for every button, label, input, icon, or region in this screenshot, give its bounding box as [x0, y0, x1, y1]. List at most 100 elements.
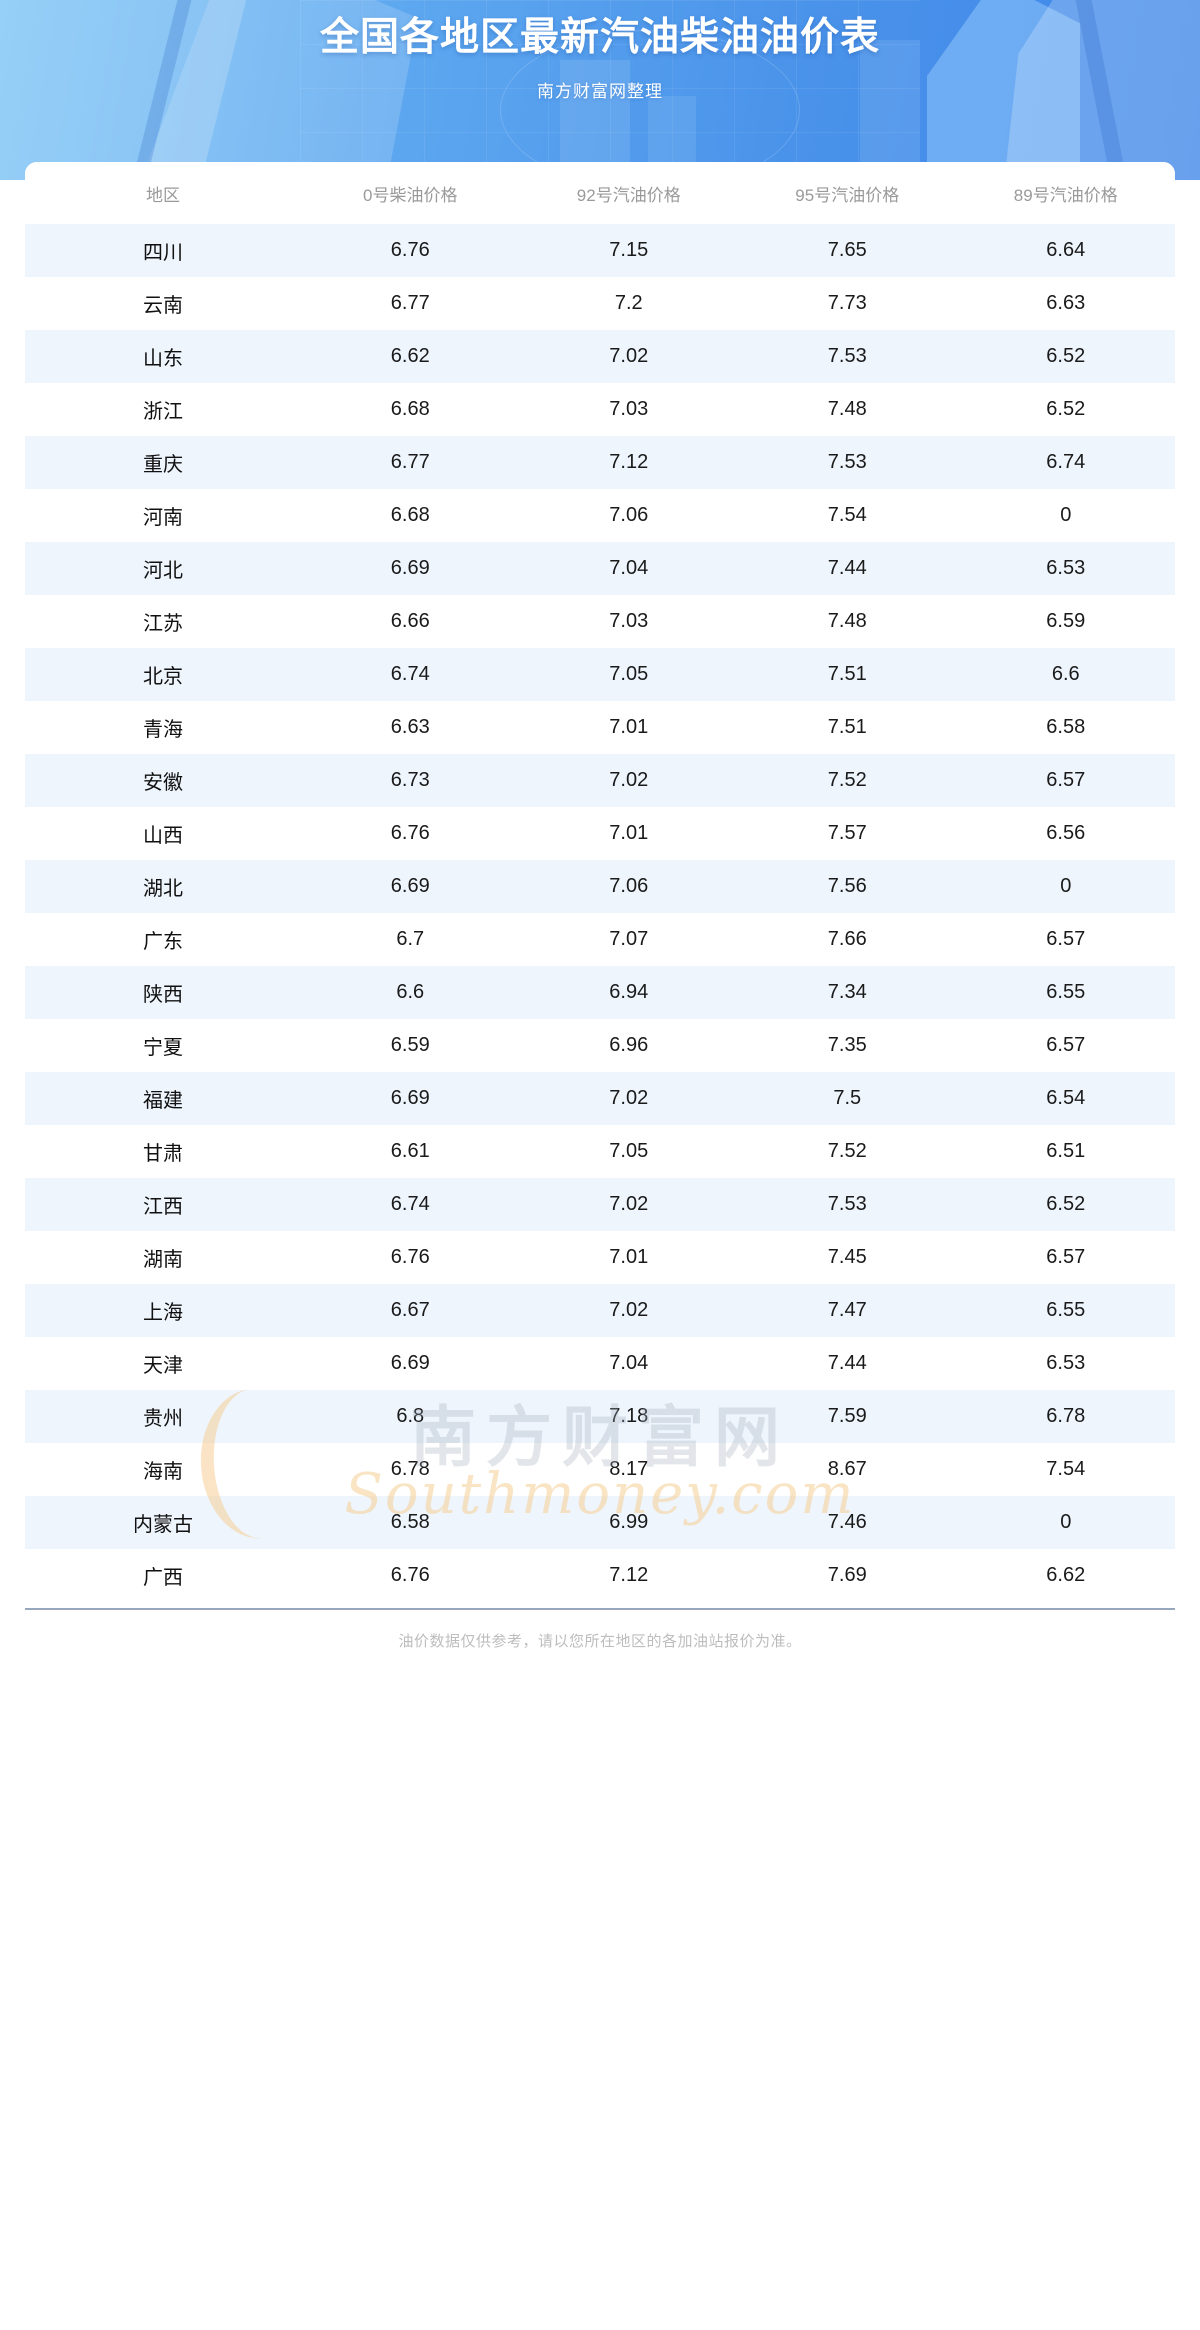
table-row: 广东 6.7 7.07 7.66 6.57	[25, 913, 1175, 966]
cell-price: 6.68	[301, 383, 520, 436]
cell-price: 7.04	[519, 542, 738, 595]
cell-price: 7.69	[738, 1549, 957, 1602]
cell-price: 6.69	[301, 1337, 520, 1390]
cell-price: 7.05	[519, 648, 738, 701]
table-row: 湖北 6.69 7.06 7.56 0	[25, 860, 1175, 913]
cell-price: 6.57	[956, 754, 1175, 807]
cell-price: 6.96	[519, 1019, 738, 1072]
cell-price: 6.57	[956, 1231, 1175, 1284]
cell-price: 7.54	[738, 489, 957, 542]
cell-region: 贵州	[25, 1390, 301, 1443]
table-row: 宁夏 6.59 6.96 7.35 6.57	[25, 1019, 1175, 1072]
cell-region: 安徽	[25, 754, 301, 807]
cell-price: 6.56	[956, 807, 1175, 860]
cell-price: 6.66	[301, 595, 520, 648]
cell-price: 7.56	[738, 860, 957, 913]
column-header-diesel-0: 0号柴油价格	[301, 162, 520, 224]
table-row: 浙江 6.68 7.03 7.48 6.52	[25, 383, 1175, 436]
cell-price: 6.69	[301, 542, 520, 595]
price-table-card: 南方财富网 Southmoney.com 地区 0号柴油价格 92号汽油价格 9…	[25, 162, 1175, 1651]
cell-region: 广东	[25, 913, 301, 966]
cell-price: 6.52	[956, 330, 1175, 383]
cell-price: 7.45	[738, 1231, 957, 1284]
cell-price: 7.02	[519, 1178, 738, 1231]
cell-price: 6.68	[301, 489, 520, 542]
table-row: 上海 6.67 7.02 7.47 6.55	[25, 1284, 1175, 1337]
table-row: 江苏 6.66 7.03 7.48 6.59	[25, 595, 1175, 648]
cell-price: 6.53	[956, 542, 1175, 595]
cell-price: 6.64	[956, 224, 1175, 277]
cell-price: 8.67	[738, 1443, 957, 1496]
cell-price: 7.66	[738, 913, 957, 966]
cell-region: 云南	[25, 277, 301, 330]
cell-price: 6.69	[301, 1072, 520, 1125]
cell-price: 7.52	[738, 754, 957, 807]
cell-region: 江苏	[25, 595, 301, 648]
cell-price: 7.59	[738, 1390, 957, 1443]
cell-price: 7.05	[519, 1125, 738, 1178]
cell-region: 山西	[25, 807, 301, 860]
cell-price: 6.7	[301, 913, 520, 966]
cell-price: 7.01	[519, 807, 738, 860]
cell-price: 6.57	[956, 913, 1175, 966]
cell-region: 陕西	[25, 966, 301, 1019]
table-row: 安徽 6.73 7.02 7.52 6.57	[25, 754, 1175, 807]
cell-region: 湖南	[25, 1231, 301, 1284]
table-header: 地区 0号柴油价格 92号汽油价格 95号汽油价格 89号汽油价格	[25, 162, 1175, 224]
cell-price: 6.61	[301, 1125, 520, 1178]
cell-region: 重庆	[25, 436, 301, 489]
cell-price: 0	[956, 489, 1175, 542]
cell-price: 6.76	[301, 1231, 520, 1284]
cell-price: 6.76	[301, 807, 520, 860]
cell-region: 宁夏	[25, 1019, 301, 1072]
cell-price: 7.12	[519, 1549, 738, 1602]
cell-price: 6.62	[956, 1549, 1175, 1602]
cell-price: 7.73	[738, 277, 957, 330]
cell-region: 浙江	[25, 383, 301, 436]
cell-region: 广西	[25, 1549, 301, 1602]
cell-price: 8.17	[519, 1443, 738, 1496]
table-row: 甘肃 6.61 7.05 7.52 6.51	[25, 1125, 1175, 1178]
column-header-petrol-92: 92号汽油价格	[519, 162, 738, 224]
table-row: 青海 6.63 7.01 7.51 6.58	[25, 701, 1175, 754]
cell-price: 6.77	[301, 436, 520, 489]
table-row: 天津 6.69 7.04 7.44 6.53	[25, 1337, 1175, 1390]
cell-price: 7.65	[738, 224, 957, 277]
cell-price: 6.54	[956, 1072, 1175, 1125]
cell-price: 6.57	[956, 1019, 1175, 1072]
column-header-region: 地区	[25, 162, 301, 224]
cell-price: 6.78	[956, 1390, 1175, 1443]
cell-price: 6.59	[956, 595, 1175, 648]
table-row: 山西 6.76 7.01 7.57 6.56	[25, 807, 1175, 860]
table-row: 内蒙古 6.58 6.99 7.46 0	[25, 1496, 1175, 1549]
cell-price: 7.07	[519, 913, 738, 966]
table-row: 陕西 6.6 6.94 7.34 6.55	[25, 966, 1175, 1019]
cell-price: 6.58	[301, 1496, 520, 1549]
cell-region: 山东	[25, 330, 301, 383]
page-banner: 全国各地区最新汽油柴油油价表 南方财富网整理	[0, 0, 1200, 180]
cell-price: 7.12	[519, 436, 738, 489]
cell-region: 福建	[25, 1072, 301, 1125]
table-body: 四川 6.76 7.15 7.65 6.64 云南 6.77 7.2 7.73 6.63 山东 6.6…	[25, 224, 1175, 1602]
table-row: 云南 6.77 7.2 7.73 6.63	[25, 277, 1175, 330]
cell-price: 7.18	[519, 1390, 738, 1443]
cell-price: 6.63	[956, 277, 1175, 330]
cell-price: 7.03	[519, 383, 738, 436]
cell-price: 6.74	[301, 1178, 520, 1231]
table-row: 福建 6.69 7.02 7.5 6.54	[25, 1072, 1175, 1125]
cell-price: 6.6	[301, 966, 520, 1019]
cell-price: 7.53	[738, 1178, 957, 1231]
table-row: 四川 6.76 7.15 7.65 6.64	[25, 224, 1175, 277]
cell-price: 6.74	[956, 436, 1175, 489]
cell-price: 6.53	[956, 1337, 1175, 1390]
cell-price: 0	[956, 860, 1175, 913]
cell-price: 7.47	[738, 1284, 957, 1337]
table-row: 重庆 6.77 7.12 7.53 6.74	[25, 436, 1175, 489]
cell-region: 天津	[25, 1337, 301, 1390]
cell-price: 7.15	[519, 224, 738, 277]
cell-region: 内蒙古	[25, 1496, 301, 1549]
banner-grid-pattern	[300, 0, 920, 180]
cell-price: 7.53	[738, 436, 957, 489]
cell-price: 6.76	[301, 1549, 520, 1602]
column-header-petrol-89: 89号汽油价格	[956, 162, 1175, 224]
